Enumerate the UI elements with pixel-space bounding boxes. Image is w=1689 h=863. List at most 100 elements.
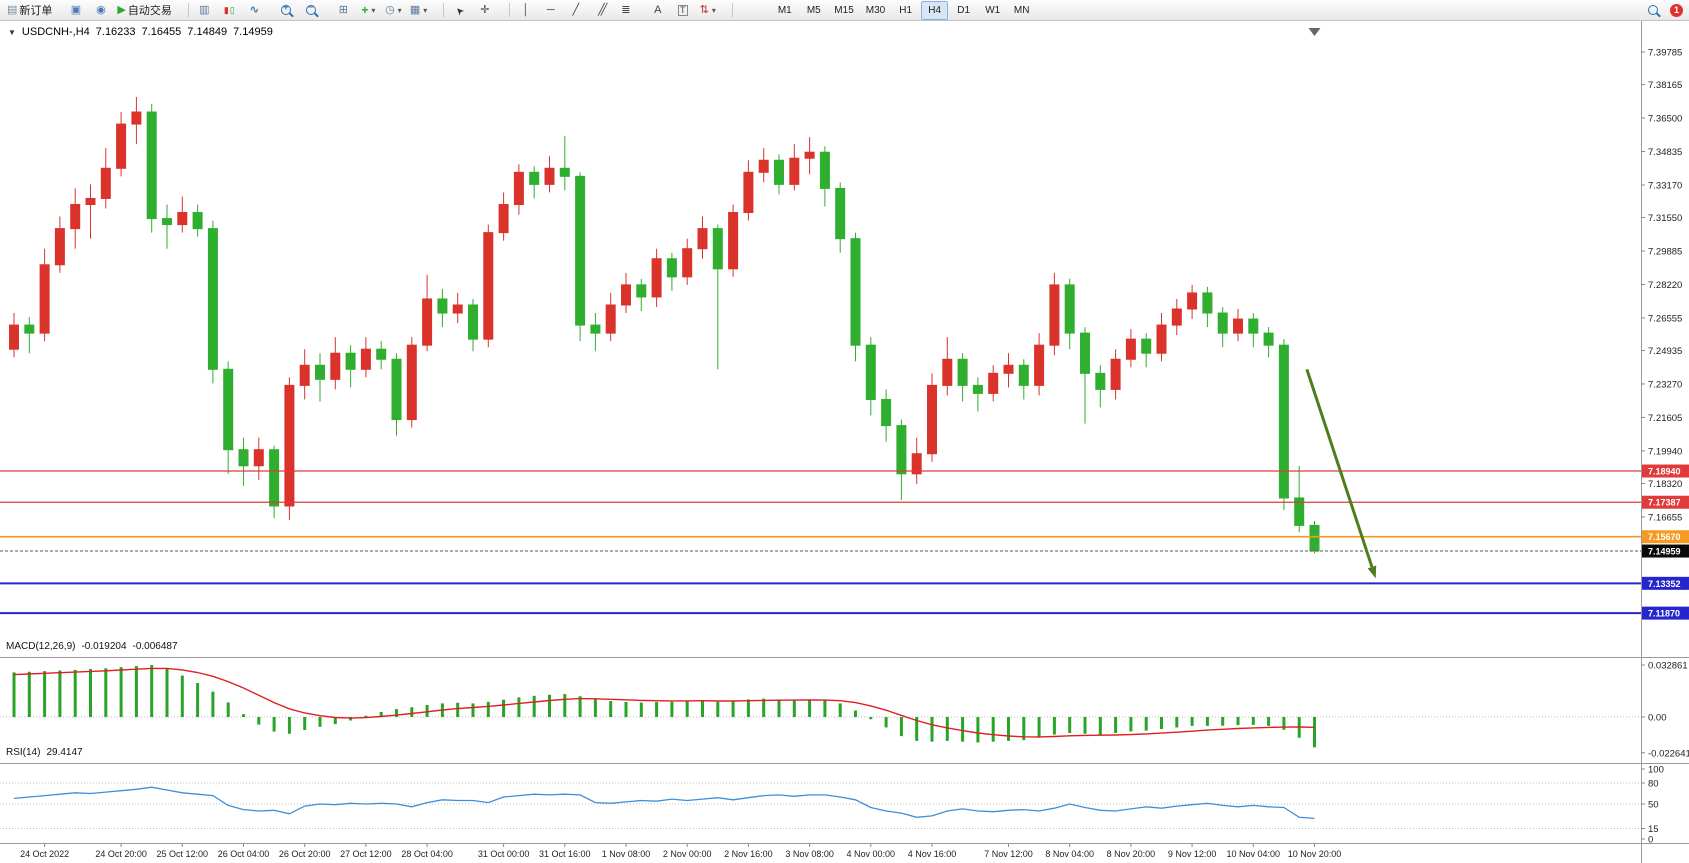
new-order-button[interactable]: ▤ 新订单 bbox=[4, 1, 55, 20]
mql5-community-button[interactable]: ◉ bbox=[89, 1, 112, 20]
timeframe-h1-button[interactable]: H1 bbox=[899, 4, 913, 16]
macd-bar bbox=[777, 699, 781, 717]
periods-button[interactable]: ◷ ▾ bbox=[382, 1, 405, 20]
timeframe-d1-button[interactable]: D1 bbox=[957, 4, 971, 16]
timeframe-m15-button[interactable]: M15 bbox=[834, 4, 854, 16]
indicators-button[interactable]: + ▾ bbox=[357, 1, 380, 20]
arrows-icon: ⇅ bbox=[699, 3, 709, 16]
macd-bar bbox=[242, 714, 245, 717]
timeframe-m30-button[interactable]: M30 bbox=[865, 4, 886, 16]
time-axis-label: 10 Nov 04:00 bbox=[1227, 849, 1281, 859]
macd-bar bbox=[884, 717, 888, 728]
macd-bar bbox=[89, 669, 92, 717]
macd-bar bbox=[395, 709, 398, 717]
price-axis-label: 7.26555 bbox=[1648, 313, 1682, 324]
time-axis-label: 8 Nov 20:00 bbox=[1107, 849, 1156, 859]
timeframe-mn-button[interactable]: MN bbox=[1013, 4, 1030, 16]
time-axis-label: 27 Oct 12:00 bbox=[340, 849, 392, 859]
macd-bar bbox=[1083, 717, 1087, 734]
candlestick-chart-icon-2: ▯ bbox=[229, 4, 235, 15]
macd-bar bbox=[823, 700, 827, 717]
macd-bar bbox=[593, 699, 597, 717]
tile-windows-button[interactable]: ⊞ bbox=[332, 1, 355, 20]
macd-bar bbox=[961, 717, 965, 742]
text-button[interactable]: A bbox=[646, 1, 669, 20]
macd-bar bbox=[731, 701, 735, 717]
time-axis-label: 10 Nov 20:00 bbox=[1288, 849, 1342, 859]
fibonacci-icon: ≣ bbox=[621, 3, 631, 16]
time-axis-label: 28 Oct 04:00 bbox=[401, 849, 453, 859]
macd-bar bbox=[364, 715, 368, 717]
timeframe-w1-button[interactable]: W1 bbox=[985, 4, 1001, 16]
macd-bar bbox=[1267, 717, 1271, 726]
macd-bar bbox=[1221, 717, 1225, 726]
macd-axis-label: 0.032861 bbox=[1648, 661, 1688, 672]
rsi-axis-label: 100 bbox=[1648, 765, 1664, 776]
candlestick-chart-button[interactable]: ▮ ▯ bbox=[218, 1, 241, 20]
macd-bar bbox=[991, 717, 995, 742]
bar-chart-button[interactable]: ▥ bbox=[193, 1, 216, 20]
macd-bar bbox=[563, 694, 567, 717]
notifications-badge[interactable]: 1 bbox=[1670, 3, 1683, 17]
macd-bar bbox=[1251, 717, 1255, 725]
autotrading-button[interactable]: ▶ 自动交易 bbox=[114, 1, 174, 20]
price-axis-label: 7.16655 bbox=[1648, 512, 1682, 523]
macd-bar bbox=[1313, 717, 1316, 748]
indicators-icon: + bbox=[361, 3, 369, 17]
search-button[interactable] bbox=[1641, 1, 1664, 20]
text-label-button[interactable]: T bbox=[671, 1, 694, 20]
macd-bar bbox=[43, 671, 47, 717]
macd-bar bbox=[1190, 717, 1194, 726]
timeframe-m1-button[interactable]: M1 bbox=[777, 4, 792, 16]
zoom-in-button[interactable]: + bbox=[275, 1, 298, 20]
new-chart-button[interactable]: ▣ bbox=[64, 1, 87, 20]
macd-bar bbox=[624, 701, 628, 717]
vertical-line-button[interactable]: │ bbox=[514, 1, 537, 20]
time-axis-label: 7 Nov 12:00 bbox=[984, 849, 1033, 859]
fibonacci-button[interactable]: ≣ bbox=[614, 1, 637, 20]
macd-bar bbox=[716, 701, 720, 717]
macd-bar bbox=[899, 717, 903, 737]
vertical-line-icon: │ bbox=[522, 3, 530, 16]
tile-windows-icon: ⊞ bbox=[338, 3, 348, 16]
timeframe-m5-button[interactable]: M5 bbox=[806, 4, 821, 16]
cursor-button[interactable]: ➤ bbox=[448, 1, 471, 20]
time-axis-label: 25 Oct 12:00 bbox=[157, 849, 209, 859]
macd-signal-line bbox=[13, 667, 1315, 738]
price-axis-label: 7.28220 bbox=[1648, 280, 1682, 291]
zoom-out-button[interactable]: − bbox=[300, 1, 323, 20]
price-axis-label: 7.19940 bbox=[1648, 446, 1682, 457]
toolbar-separator bbox=[443, 3, 445, 17]
macd-bar bbox=[578, 696, 582, 717]
toolbar-separator bbox=[732, 3, 734, 17]
crosshair-button[interactable]: ✛ bbox=[473, 1, 496, 20]
price-tag bbox=[1642, 530, 1689, 544]
trendline-button[interactable]: ╱ bbox=[564, 1, 587, 20]
channel-button[interactable]: ╱╱ bbox=[589, 1, 612, 20]
arrows-button[interactable]: ⇅ ▾ bbox=[696, 1, 719, 20]
macd-bar bbox=[685, 701, 689, 717]
autotrading-label: 自动交易 bbox=[127, 5, 172, 17]
trend-arrow-annotation[interactable] bbox=[1305, 368, 1374, 568]
macd-bar bbox=[226, 702, 230, 717]
horizontal-line-button[interactable]: ─ bbox=[539, 1, 562, 20]
macd-bar bbox=[287, 717, 291, 734]
templates-button[interactable]: ▦ ▾ bbox=[407, 1, 430, 20]
timeframe-h4-button[interactable]: H4 bbox=[921, 0, 949, 20]
macd-bar bbox=[930, 717, 934, 742]
candlestick-chart-icon: ▮ bbox=[223, 4, 229, 15]
timeframe-group: M1 M5 M15 M30 H1 H4 D1 W1 MN bbox=[771, 0, 1035, 20]
line-chart-button[interactable]: ∿ bbox=[243, 1, 266, 20]
new-order-icon: ▤ bbox=[7, 3, 18, 16]
zoom-in-icon: + bbox=[281, 2, 292, 15]
one-click-trading-toggle[interactable]: ▼ bbox=[8, 27, 16, 37]
toolbar-separator bbox=[509, 3, 511, 17]
trendline-icon: ╱ bbox=[572, 3, 580, 16]
macd-bar bbox=[486, 701, 490, 717]
macd-bar bbox=[257, 717, 261, 725]
chart-canvas[interactable]: 7.39785 7.38165 7.36500 7.34835 7.33170 7.315… bbox=[0, 21, 1689, 863]
time-axis-label: 31 Oct 16:00 bbox=[539, 849, 591, 859]
time-axis-label: 4 Nov 00:00 bbox=[847, 849, 896, 859]
macd-bar bbox=[1068, 717, 1072, 733]
macd-bar bbox=[1160, 717, 1163, 730]
